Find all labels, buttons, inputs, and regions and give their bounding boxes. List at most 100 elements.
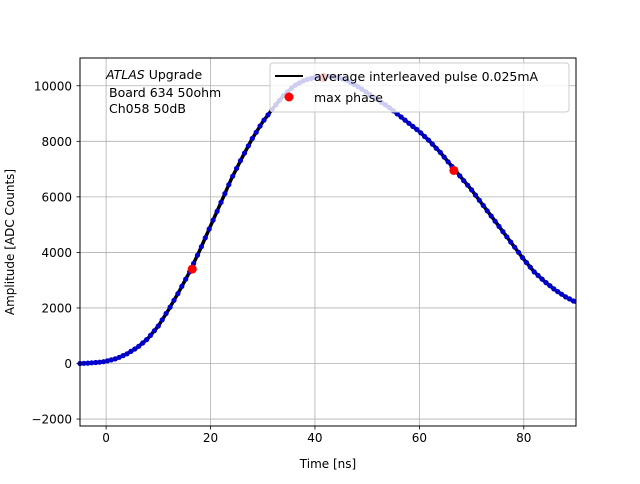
pulse-sample-point bbox=[112, 356, 118, 362]
annotation-upgrade: Upgrade bbox=[145, 67, 203, 82]
pulse-sample-point bbox=[202, 235, 208, 241]
pulse-sample-point bbox=[214, 208, 220, 214]
pulse-sample-point bbox=[488, 213, 494, 219]
pulse-sample-point bbox=[472, 192, 479, 198]
y-tick-label: 4000 bbox=[41, 246, 72, 260]
pulse-sample-point bbox=[539, 276, 545, 282]
pulse-sample-point bbox=[163, 310, 169, 317]
pulse-sample-point bbox=[167, 304, 173, 310]
pulse-sample-point bbox=[171, 297, 177, 303]
pulse-sample-point bbox=[445, 159, 451, 165]
pulse-sample-point bbox=[198, 244, 204, 250]
pulse-sample-point bbox=[461, 178, 467, 184]
pulse-sample-point bbox=[140, 340, 146, 346]
pulse-sample-point bbox=[237, 158, 244, 164]
pulse-sample-point bbox=[100, 359, 107, 365]
legend-entry-max-phase: max phase bbox=[314, 90, 383, 105]
pulse-sample-point bbox=[559, 291, 565, 297]
pulse-sample-point bbox=[418, 130, 424, 136]
pulse-sample-point bbox=[210, 217, 216, 223]
pulse-sample-point bbox=[492, 218, 498, 224]
pulse-sample-point bbox=[249, 135, 255, 142]
pulse-sample-point bbox=[535, 272, 541, 279]
pulse-sample-point bbox=[441, 154, 447, 160]
pulse-sample-point bbox=[527, 264, 533, 270]
pulse-sample-point bbox=[261, 117, 267, 123]
pulse-sample-point bbox=[93, 359, 99, 366]
pulse-sample-point bbox=[206, 226, 212, 232]
pulse-sample-point bbox=[155, 323, 161, 329]
atlas-annotation: ATLAS Upgrade Board 634 50ohm Ch058 50dB bbox=[105, 67, 221, 116]
pulse-sample-point bbox=[128, 348, 134, 354]
y-tick-label: −2000 bbox=[31, 413, 72, 427]
pulse-sample-point bbox=[543, 280, 549, 286]
pulse-sample-point bbox=[194, 252, 201, 258]
pulse-sample-point bbox=[151, 328, 157, 334]
x-tick-label: 40 bbox=[307, 431, 322, 445]
pulse-sample-point bbox=[394, 111, 400, 117]
pulse-sample-point bbox=[144, 337, 150, 343]
y-tick-label: 0 bbox=[64, 357, 72, 371]
legend-entry-pulse: average interleaved pulse 0.025mA bbox=[314, 69, 539, 84]
pulse-sample-point bbox=[480, 202, 486, 209]
pulse-sample-point bbox=[132, 346, 138, 352]
pulse-sample-point bbox=[476, 197, 482, 203]
pulse-sample-point bbox=[570, 298, 577, 304]
y-tick-label: 10000 bbox=[34, 79, 72, 93]
grid bbox=[80, 58, 576, 426]
pulse-sample-point bbox=[433, 145, 439, 151]
pulse-sample-point bbox=[116, 354, 122, 360]
pulse-sample-point bbox=[253, 129, 259, 135]
x-tick-label: 60 bbox=[412, 431, 427, 445]
pulse-sample-point bbox=[104, 358, 110, 364]
legend-dot-swatch bbox=[284, 92, 294, 102]
pulse-sample-point bbox=[124, 351, 130, 357]
y-tick-label: 6000 bbox=[41, 190, 72, 204]
pulse-sample-point bbox=[241, 150, 248, 156]
pulse-sample-point bbox=[410, 123, 416, 129]
pulse-sample-point bbox=[230, 173, 236, 179]
y-tick-label: 8000 bbox=[41, 135, 72, 149]
pulse-sample-point bbox=[218, 199, 224, 205]
pulse-sample-point bbox=[512, 244, 518, 250]
pulse-sample-point bbox=[265, 112, 271, 118]
pulse-sample-point bbox=[226, 182, 232, 188]
pulse-sample-point bbox=[555, 289, 561, 295]
legend: average interleaved pulse 0.025mA max ph… bbox=[269, 62, 570, 113]
pulse-sample-point bbox=[500, 229, 506, 235]
annotation-line-2: Board 634 50ohm bbox=[109, 85, 221, 100]
pulse-sample-point bbox=[402, 117, 408, 123]
pulse-sample-point bbox=[465, 182, 471, 188]
max-phase-point bbox=[449, 165, 459, 175]
pulse-sample-point bbox=[508, 239, 514, 245]
pulse-sample-point bbox=[159, 317, 165, 323]
pulse-sample-point bbox=[457, 173, 463, 179]
pulse-sample-point bbox=[531, 269, 537, 275]
pulse-sample-point bbox=[566, 296, 573, 302]
pulse-sample-point bbox=[108, 357, 114, 363]
pulse-sample-point bbox=[406, 120, 412, 126]
pulse-sample-point bbox=[523, 259, 530, 266]
pulse-sample-point bbox=[496, 223, 502, 229]
pulse-sample-point bbox=[257, 123, 263, 129]
pulse-sample-point bbox=[425, 137, 432, 143]
pulse-sample-point bbox=[179, 283, 185, 289]
annotation-line-1: ATLAS Upgrade bbox=[105, 67, 202, 82]
pulse-sample-point bbox=[414, 126, 420, 133]
pulse-sample-point bbox=[120, 353, 126, 359]
pulse-sample-point bbox=[175, 291, 181, 297]
legend-box bbox=[269, 62, 570, 113]
pulse-sample-point bbox=[222, 191, 228, 197]
pulse-sample-point bbox=[183, 276, 189, 282]
max-phase-point bbox=[187, 264, 197, 274]
pulse-sample-point bbox=[81, 360, 87, 366]
plot-frame bbox=[79, 57, 577, 427]
pulse-sample-point bbox=[429, 141, 435, 147]
pulse-sample-point bbox=[484, 208, 490, 214]
pulse-sample-point bbox=[398, 114, 404, 120]
pulse-sample-point bbox=[516, 249, 522, 255]
pulse-sample-point bbox=[97, 359, 103, 365]
annotation-line-3: Ch058 50dB bbox=[109, 101, 186, 116]
